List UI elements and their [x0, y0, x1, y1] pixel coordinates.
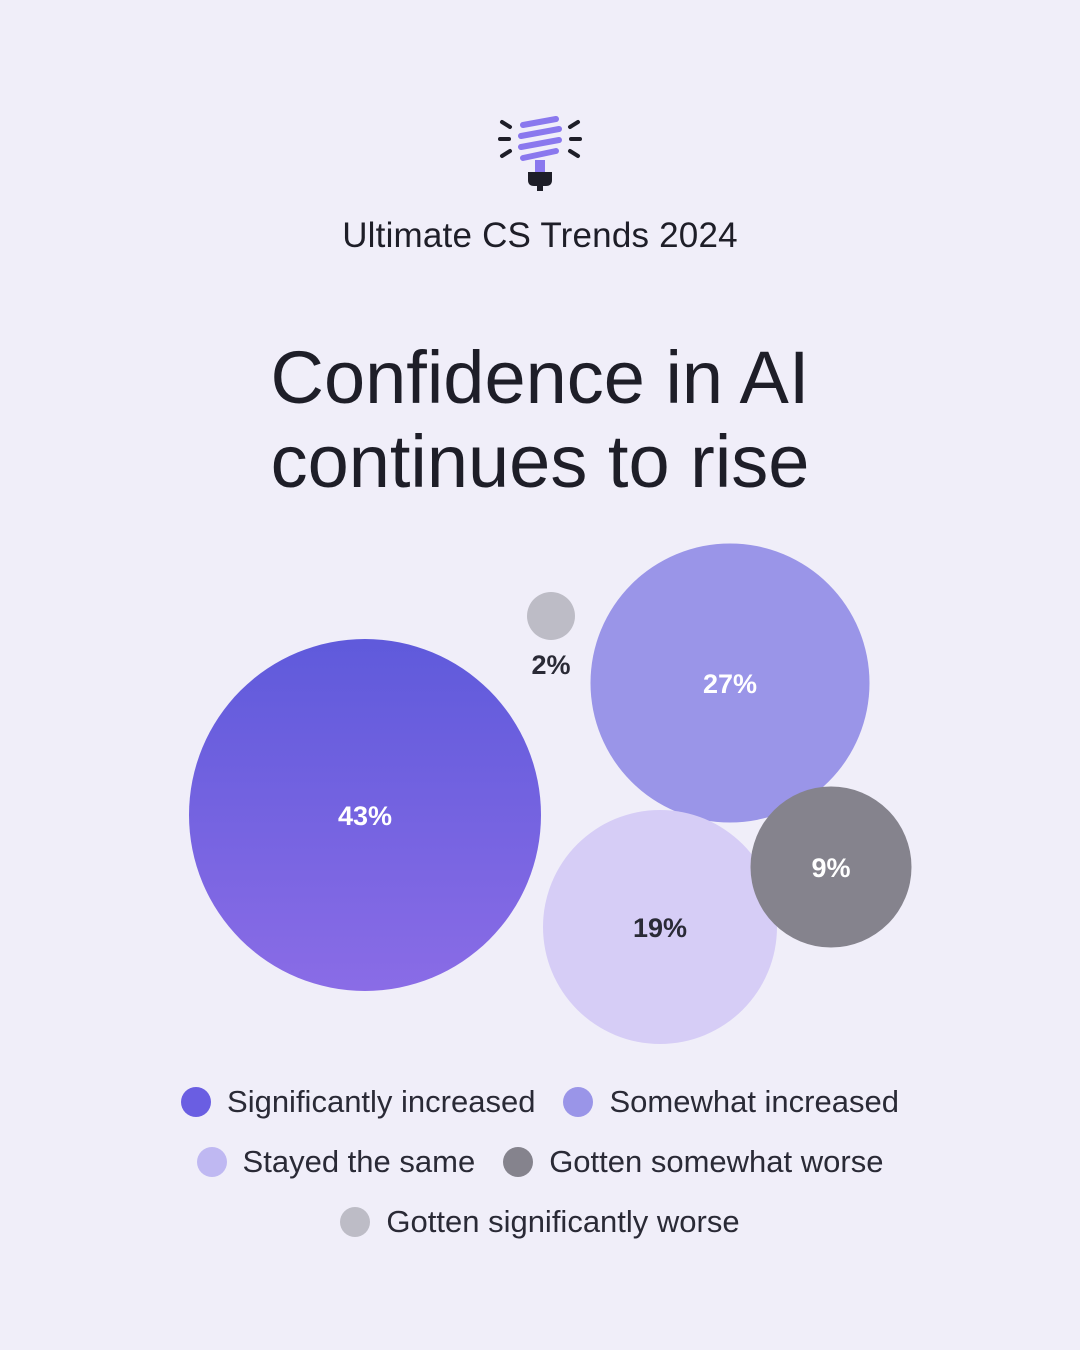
legend-item-gotten-significantly-worse: Gotten significantly worse — [340, 1204, 740, 1240]
title-line-2: continues to rise — [270, 420, 810, 503]
legend-swatch — [563, 1087, 594, 1117]
legend-row: Gotten significantly worse — [0, 1192, 1080, 1252]
legend-label: Stayed the same — [242, 1144, 476, 1179]
data-label-somewhat-increased: 27% — [703, 669, 757, 699]
bubble-significantly-increased — [189, 639, 541, 991]
bubble-somewhat-increased — [590, 543, 870, 823]
bubble-gotten-somewhat-worse — [750, 786, 912, 948]
legend-item-significantly-increased: Significantly increased — [181, 1084, 535, 1120]
legend-swatch — [503, 1147, 534, 1177]
legend-row: Stayed the same Gotten somewhat worse — [0, 1132, 1080, 1192]
data-label-stayed-the-same: 19% — [633, 913, 687, 943]
legend-item-stayed-the-same: Stayed the same — [196, 1144, 476, 1180]
data-label-significantly-increased: 43% — [338, 801, 392, 831]
legend-label: Gotten significantly worse — [386, 1204, 740, 1239]
chart-legend: Significantly increased Somewhat increase… — [0, 1072, 1080, 1252]
bubble-gotten-significantly-worse — [527, 592, 575, 640]
bubble-stayed-the-same — [543, 810, 777, 1044]
data-label-gotten-significantly-worse: 2% — [531, 650, 570, 680]
data-label-gotten-somewhat-worse: 9% — [811, 853, 850, 883]
page-title: Confidence in AI continues to rise — [0, 336, 1080, 504]
legend-item-gotten-somewhat-worse: Gotten somewhat worse — [503, 1144, 883, 1180]
legend-row: Significantly increased Somewhat increase… — [0, 1072, 1080, 1132]
legend-item-somewhat-increased: Somewhat increased — [563, 1084, 899, 1120]
title-line-1: Confidence in AI — [270, 336, 810, 419]
legend-swatch — [196, 1147, 227, 1177]
legend-label: Somewhat increased — [609, 1084, 899, 1119]
legend-swatch — [181, 1087, 212, 1117]
lightbulb-icon — [498, 116, 582, 191]
legend-swatch — [340, 1207, 371, 1237]
report-subtitle: Ultimate CS Trends 2024 — [342, 216, 738, 255]
legend-label: Significantly increased — [227, 1084, 536, 1119]
legend-label: Gotten somewhat worse — [549, 1144, 884, 1179]
